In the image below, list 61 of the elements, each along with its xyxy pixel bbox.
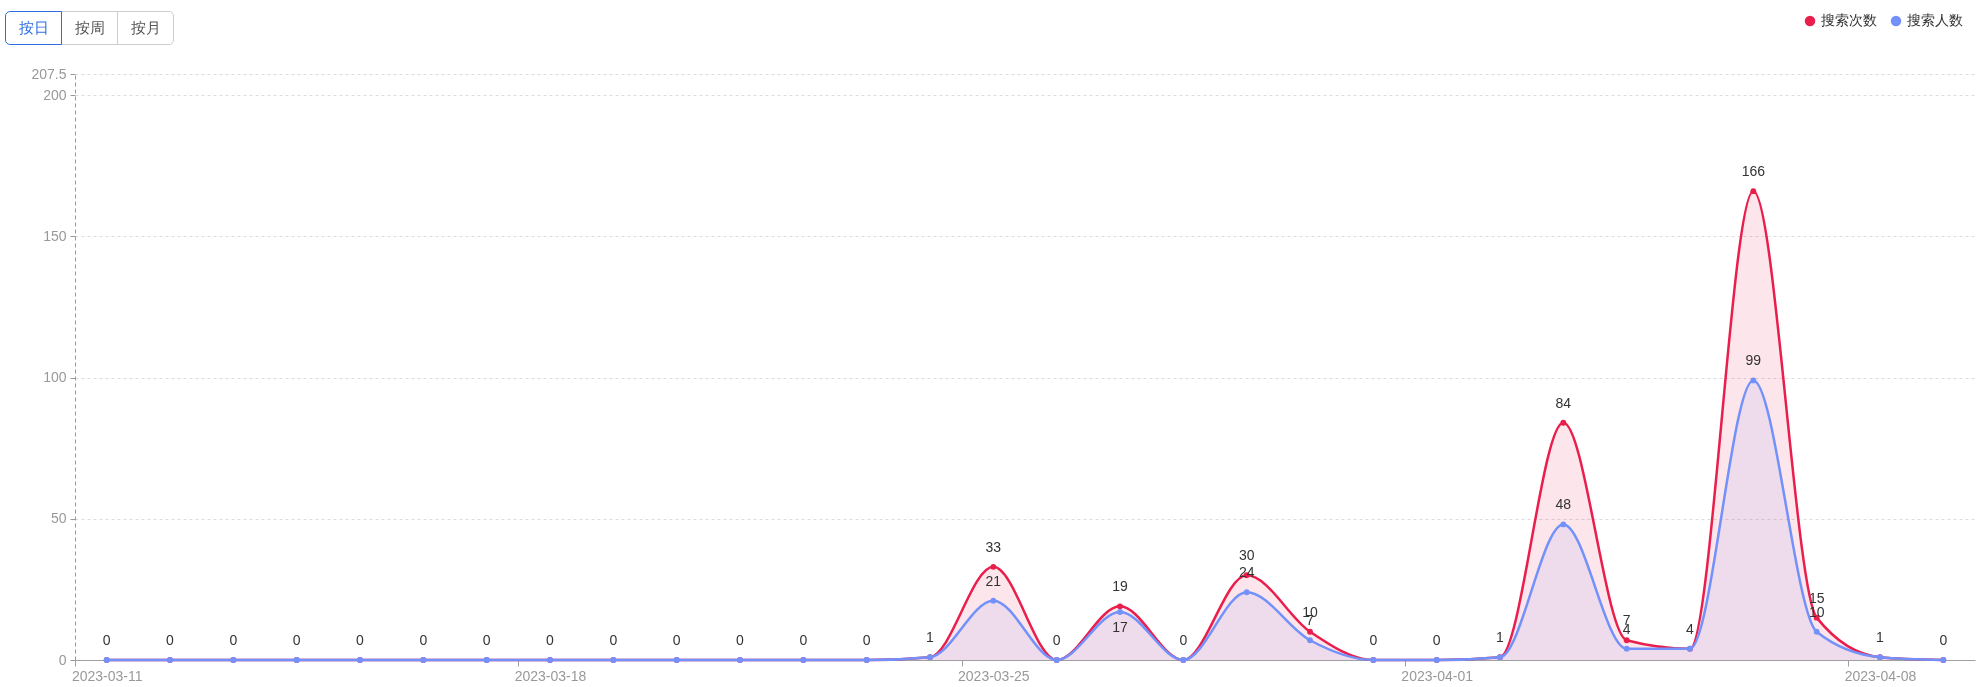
data-label: 4 [1686,620,1695,637]
y-tick-label: 0 [58,651,67,668]
point [990,597,997,604]
y-tick-label: 207.5 [31,65,67,82]
data-label: 0 [229,632,238,648]
data-label: 0 [482,632,491,648]
text: 按周 [61,11,118,45]
data-label: 99 [1745,352,1762,369]
data-label: 0 [1432,632,1441,648]
point [1623,637,1630,644]
data-label: 0 [736,632,745,648]
x-tick-label: 2023-03-25 [958,667,1030,684]
data-label: 0 [1052,632,1061,648]
point [1117,603,1123,610]
data-label: 0 [1179,632,1188,648]
point [1750,377,1757,384]
legend-label: 搜索次数 [1821,12,1877,28]
data-label: 166 [1741,163,1766,180]
y-tick-label: 50 [50,510,67,527]
data-label: 30 [1238,547,1255,564]
point [1117,609,1123,615]
data-label: 0 [672,632,681,648]
data-label: 1 [1496,629,1505,646]
data-label: 0 [102,632,111,648]
text: 按日 [5,11,62,45]
point [1560,419,1567,426]
data-label: 0 [166,632,175,648]
x-tick-label: 2023-04-01 [1401,667,1474,684]
data-label: 19 [1112,578,1128,595]
y-tick-label: 150 [43,227,67,244]
data-label: 21 [985,572,1002,589]
data-label: 1 [1876,629,1885,646]
point [1623,645,1630,652]
y-tick-label: 100 [43,369,67,386]
data-label: 84 [1555,394,1572,411]
data-label: 48 [1555,496,1572,513]
data-label: 33 [985,538,1002,555]
y-tick-label: 200 [43,86,67,103]
point [1307,628,1313,635]
x-tick-label: 2023-03-11 [71,667,143,684]
data-label: 0 [1369,632,1378,648]
x-tick-label: 2023-04-08 [1844,667,1917,684]
point [1813,628,1820,635]
point [1750,188,1757,195]
text: 按月 [117,11,174,45]
point [1307,637,1313,644]
data-label: 0 [546,632,555,648]
data-label: 0 [799,632,808,648]
point [1243,589,1250,596]
data-label: 17 [1112,618,1128,635]
x-tick-label: 2023-03-18 [514,667,587,684]
point [1560,521,1567,528]
data-label: 0 [862,632,871,648]
point [990,563,997,570]
data-label: 0 [1939,632,1948,648]
legend-label: 搜索人数 [1907,12,1963,28]
data-label: 0 [356,632,365,648]
data-label: 0 [292,632,301,648]
data-label: 0 [419,632,428,648]
data-label: 0 [609,632,618,648]
data-label: 1 [926,629,935,646]
